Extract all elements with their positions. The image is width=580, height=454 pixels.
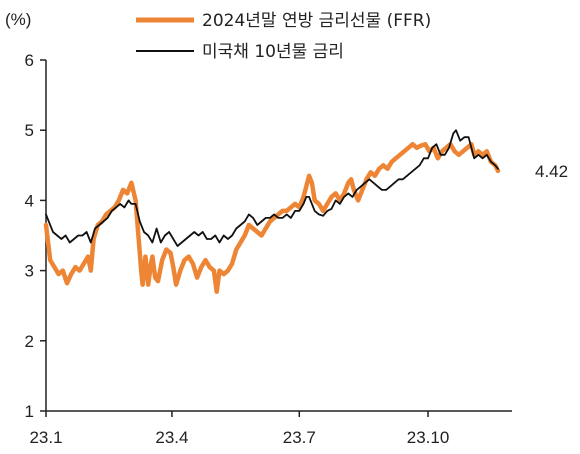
legend-label-ffr: 2024년말 연방 금리선물 (FFR) <box>202 11 431 31</box>
x-tick-label: 23.7 <box>283 428 316 447</box>
x-tick-label: 23.4 <box>155 428 188 447</box>
legend-label-ust10y: 미국채 10년물 금리 <box>202 42 344 62</box>
series-line-ust10y <box>45 129 499 247</box>
legend: 2024년말 연방 금리선물 (FFR) 미국채 10년물 금리 <box>136 11 431 62</box>
x-ticks: 23.1 23.4 23.7 23.10 <box>29 411 449 447</box>
y-tick-label: 3 <box>25 262 34 281</box>
end-value-label: 4.42 <box>535 162 568 181</box>
y-tick-label: 2 <box>25 332 34 351</box>
y-tick-label: 4 <box>25 191 34 210</box>
y-ticks: 1 2 3 4 5 6 <box>25 51 46 421</box>
series-line-ffr <box>43 141 501 294</box>
y-unit-label: (%) <box>5 10 31 29</box>
y-tick-label: 1 <box>25 402 34 421</box>
x-tick-label: 23.10 <box>407 428 450 447</box>
y-tick-label: 5 <box>25 121 34 140</box>
series-layer <box>43 129 501 294</box>
y-tick-label: 6 <box>25 51 34 70</box>
x-tick-label: 23.1 <box>29 428 62 447</box>
